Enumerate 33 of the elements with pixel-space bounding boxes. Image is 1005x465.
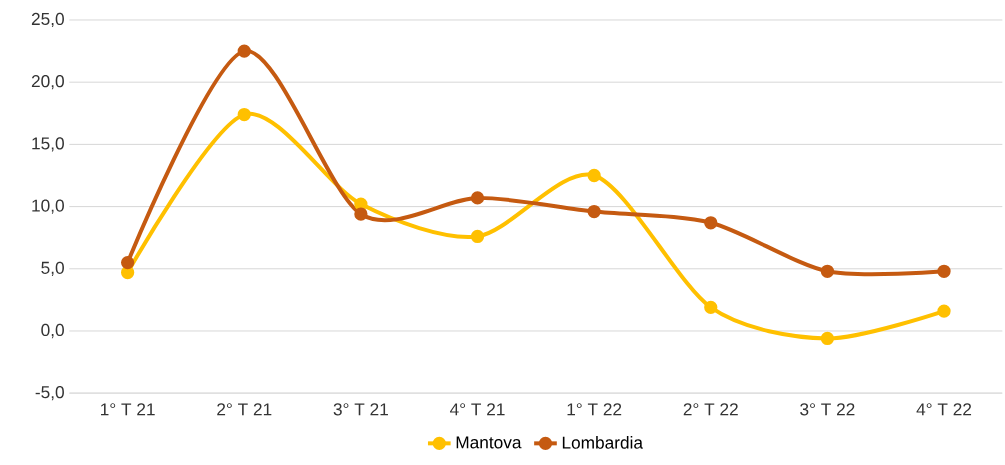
point — [121, 265, 135, 280]
legend-label: Lombardia — [562, 436, 644, 449]
point — [121, 255, 135, 270]
y-tick-label: 5,0 — [41, 261, 64, 276]
point — [704, 216, 718, 230]
point — [820, 331, 835, 346]
y-tick-label: -5,0 — [35, 385, 64, 401]
point — [587, 204, 601, 219]
y-tick-label: 25,0 — [31, 12, 64, 28]
x-tick-label: 1° T 21 — [101, 403, 155, 416]
point — [237, 44, 251, 58]
x-tick-label: 4° T 22 — [916, 403, 972, 416]
legend-label: Mantova — [456, 436, 522, 449]
point — [587, 168, 601, 183]
y-tick-label: 10,0 — [32, 199, 64, 214]
point — [820, 264, 835, 278]
point — [237, 107, 251, 122]
point — [470, 191, 485, 205]
y-tick-label: 15,0 — [32, 137, 64, 152]
point — [937, 304, 951, 318]
y-tick-label: 0,0 — [41, 323, 64, 339]
x-tick-label: 3° T 22 — [800, 403, 855, 416]
point — [704, 300, 718, 314]
point — [937, 264, 951, 278]
x-tick-label: 1° T 22 — [567, 403, 622, 416]
point — [354, 207, 368, 221]
x-tick-label: 2° T 22 — [683, 403, 738, 416]
y-tick-label: 20,0 — [31, 74, 64, 90]
x-tick-label: 3° T 21 — [333, 403, 388, 416]
point — [354, 197, 368, 211]
x-tick-label: 4° T 21 — [449, 403, 505, 416]
x-tick-label: 2° T 21 — [217, 403, 272, 416]
point — [470, 229, 485, 244]
